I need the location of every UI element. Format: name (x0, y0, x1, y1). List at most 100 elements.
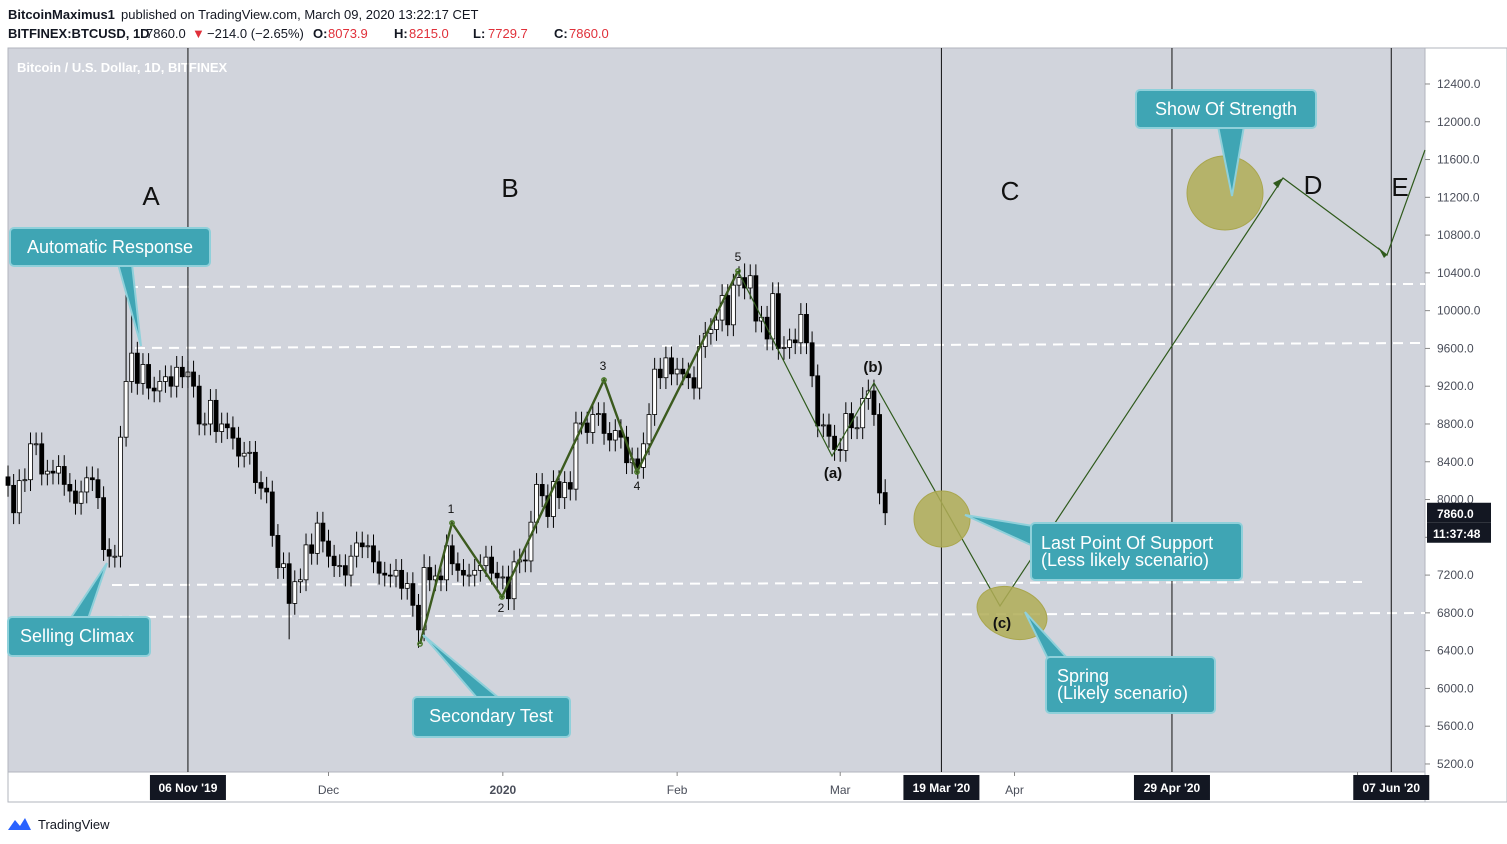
candle-body (123, 381, 129, 438)
candle-body (134, 352, 140, 384)
candle-body (326, 540, 331, 557)
callout-box (1135, 89, 1317, 129)
phase-label: A (142, 181, 160, 211)
candle-body (168, 376, 174, 387)
footer-logo: TradingView (8, 817, 110, 832)
candle-body (865, 390, 871, 399)
candle-body (596, 413, 601, 415)
candle-body (179, 366, 185, 378)
candle-body (236, 437, 241, 457)
wave-points (417, 268, 741, 647)
candle-body (500, 576, 506, 579)
candle-body (663, 357, 669, 379)
y-tick-label: 11200.0 (1437, 190, 1480, 204)
callout: Last Point Of Support (Less likely scena… (964, 514, 1243, 581)
y-tick-label: 9200.0 (1437, 379, 1474, 393)
candle-body (674, 368, 680, 375)
candle-body (73, 490, 78, 504)
x-tick-label: Dec (318, 783, 339, 797)
candle-body (612, 430, 618, 441)
candle-body (241, 452, 247, 457)
candle-body (809, 342, 815, 377)
wave-label: 2 (498, 601, 505, 615)
candle-body (275, 535, 281, 568)
candle-body (129, 352, 135, 382)
candle-body (539, 484, 545, 497)
candle-body (191, 371, 196, 387)
candle-body (736, 277, 742, 286)
candle-body (247, 451, 253, 454)
candle-body (449, 545, 455, 565)
ohlc-label: C: (554, 26, 568, 41)
candle-body (725, 295, 731, 326)
candle-body (342, 565, 348, 576)
candle-body (427, 567, 433, 581)
candle-body (837, 449, 843, 451)
candle-body (230, 427, 236, 439)
candle-body (281, 563, 286, 568)
candle-body (511, 561, 517, 600)
wave-label: (c) (993, 615, 1011, 632)
zone-circle (913, 490, 971, 548)
wave-label: 3 (600, 359, 607, 373)
callout-text: (Likely scenario) (1057, 683, 1188, 703)
candle-body (528, 521, 534, 562)
candle-body (567, 482, 573, 490)
plot-background (8, 48, 1425, 772)
candle-body (601, 413, 607, 434)
callout: Secondary Test (412, 634, 571, 738)
candle-body (118, 436, 123, 557)
candle-body (376, 561, 382, 574)
ohlc-label: L: (473, 26, 485, 41)
y-tick-label: 7200.0 (1437, 568, 1474, 582)
level-line (111, 581, 1363, 586)
candle-body (219, 423, 225, 432)
zone-circle (976, 585, 1048, 641)
candle-body (877, 414, 882, 494)
marker-label: 29 Apr '20 (1144, 781, 1201, 795)
y-tick-label: 8400.0 (1437, 455, 1474, 469)
candle-body (798, 314, 804, 344)
y-tick-label: 10000.0 (1437, 304, 1481, 318)
candle-body (224, 423, 230, 429)
frame (7, 47, 1507, 803)
callout-text: Selling Climax (20, 626, 134, 646)
candle-body (590, 414, 596, 433)
candle-body (78, 491, 84, 504)
candle-body (792, 339, 798, 344)
candle-body (202, 423, 208, 426)
phase-label: B (501, 173, 518, 203)
countdown: 11:37:48 (1433, 527, 1481, 541)
candle-body (393, 569, 399, 577)
candle-body (292, 581, 298, 604)
y-tick-label: 10800.0 (1437, 228, 1481, 242)
callout-text: Spring (1057, 666, 1109, 686)
date-markers: 06 Nov '19 19 Mar '20 29 Apr '20 07 Jun '20 (149, 48, 1430, 800)
y-tick-label: 6800.0 (1437, 606, 1474, 620)
candle-body (387, 574, 393, 577)
y-tick-label: 11600.0 (1437, 153, 1480, 167)
candle-body (146, 364, 151, 389)
wave-point (499, 594, 505, 600)
candle-body (67, 484, 73, 492)
candle-body (264, 487, 270, 493)
candle-body (882, 492, 888, 514)
candle-body (106, 549, 112, 557)
y-tick-label: 9600.0 (1437, 341, 1474, 355)
y-tick-label: 8800.0 (1437, 417, 1474, 431)
candle-body (669, 357, 674, 375)
ohlc-value: 7729.7 (488, 26, 528, 41)
zone-circle (1186, 155, 1264, 231)
candle-body (635, 458, 641, 468)
callout-box (7, 616, 151, 657)
brand: TradingView (38, 817, 110, 832)
candle-body (461, 569, 466, 576)
candle-body (320, 522, 326, 542)
price-badges: 7860.0 11:37:48 (1427, 502, 1491, 543)
candle-body (399, 569, 405, 589)
candle-body (33, 443, 39, 446)
level-line (134, 342, 1426, 349)
candle-body (860, 398, 866, 429)
callout-text: (Less likely scenario) (1041, 550, 1209, 570)
